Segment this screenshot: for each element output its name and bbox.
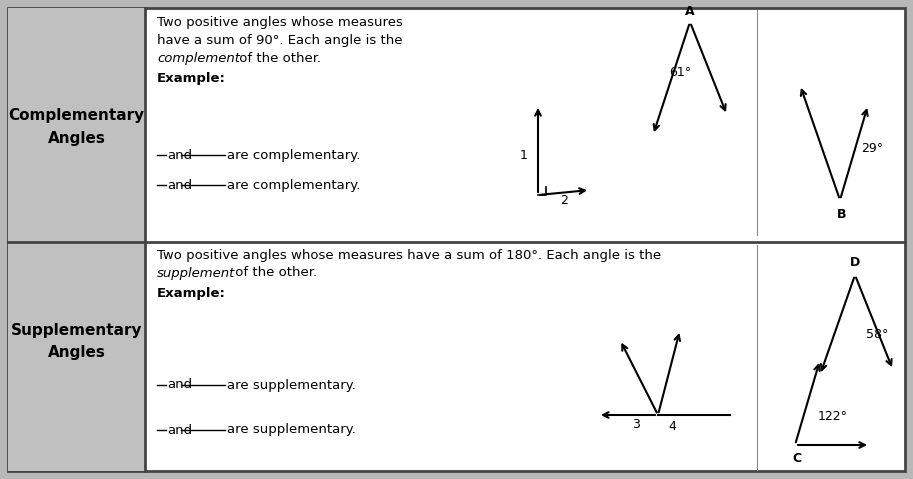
Text: 3: 3	[632, 419, 640, 432]
Bar	[8, 242, 145, 471]
Text: Complementary: Complementary	[8, 107, 144, 123]
Text: and: and	[167, 423, 192, 436]
Text: D: D	[850, 256, 860, 270]
Text: Two positive angles whose measures: Two positive angles whose measures	[157, 15, 403, 28]
Text: Example:: Example:	[157, 71, 226, 84]
Text: are supplementary.: are supplementary.	[227, 423, 356, 436]
Text: and: and	[167, 148, 192, 161]
Text: are complementary.: are complementary.	[227, 179, 361, 192]
Text: are supplementary.: are supplementary.	[227, 378, 356, 391]
Text: of the other.: of the other.	[231, 266, 317, 280]
Text: and: and	[167, 179, 192, 192]
Text: B: B	[837, 207, 846, 220]
Text: Example:: Example:	[157, 286, 226, 299]
Text: 122°: 122°	[818, 411, 848, 423]
Text: C: C	[792, 453, 802, 466]
Text: 29°: 29°	[861, 141, 883, 155]
Text: A: A	[685, 4, 695, 18]
Text: 4: 4	[668, 421, 676, 433]
Text: 2: 2	[560, 194, 568, 206]
Text: Two positive angles whose measures have a sum of 180°. Each angle is the: Two positive angles whose measures have …	[157, 249, 661, 262]
Text: and: and	[167, 378, 192, 391]
Bar	[8, 8, 145, 242]
Text: 58°: 58°	[866, 329, 888, 342]
Text: are complementary.: are complementary.	[227, 148, 361, 161]
Text: Angles: Angles	[47, 345, 105, 361]
Text: 1: 1	[520, 148, 528, 161]
Text: 61°: 61°	[669, 66, 691, 79]
Text: have a sum of 90°. Each angle is the: have a sum of 90°. Each angle is the	[157, 34, 403, 46]
Text: complement: complement	[157, 52, 240, 65]
Text: Angles: Angles	[47, 130, 105, 146]
Text: supplement: supplement	[157, 266, 236, 280]
Text: Supplementary: Supplementary	[11, 322, 142, 338]
Text: of the other.: of the other.	[235, 52, 321, 65]
